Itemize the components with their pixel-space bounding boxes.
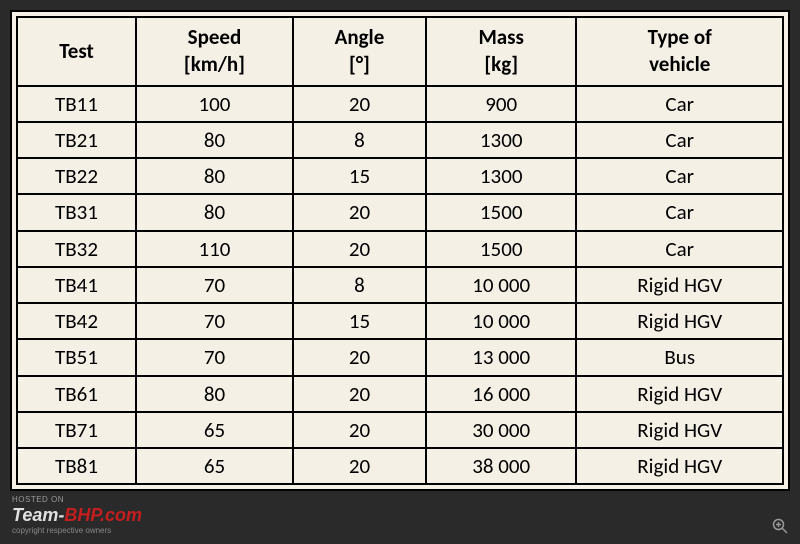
table-cell: 20 xyxy=(293,376,426,412)
brand-com: .com xyxy=(100,505,142,525)
table-cell: 80 xyxy=(136,158,293,194)
table-cell: Car xyxy=(576,158,783,194)
table-row: TB71652030 000Rigid HGV xyxy=(17,412,783,448)
table-cell: Car xyxy=(576,86,783,122)
data-table: TestSpeed[km/h]Angle[°]Mass[kg]Type ofve… xyxy=(16,16,784,485)
table-cell: 20 xyxy=(293,86,426,122)
table-cell: 20 xyxy=(293,448,426,484)
column-header: Mass[kg] xyxy=(426,17,576,86)
table-container: TestSpeed[km/h]Angle[°]Mass[kg]Type ofve… xyxy=(10,10,790,491)
column-header: Type ofvehicle xyxy=(576,17,783,86)
table-cell: 1500 xyxy=(426,231,576,267)
table-cell: 20 xyxy=(293,412,426,448)
table-cell: TB22 xyxy=(17,158,136,194)
table-cell: 65 xyxy=(136,412,293,448)
table-cell: Car xyxy=(576,231,783,267)
table-cell: 20 xyxy=(293,194,426,230)
column-header: Test xyxy=(17,17,136,86)
table-cell: TB31 xyxy=(17,194,136,230)
hosted-label: HOSTED ON xyxy=(12,495,142,505)
table-cell: 8 xyxy=(293,122,426,158)
table-cell: TB21 xyxy=(17,122,136,158)
table-row: TB51702013 000Bus xyxy=(17,339,783,375)
table-cell: Bus xyxy=(576,339,783,375)
column-header: Speed[km/h] xyxy=(136,17,293,86)
table-cell: Rigid HGV xyxy=(576,412,783,448)
table-cell: TB81 xyxy=(17,448,136,484)
table-cell: 13 000 xyxy=(426,339,576,375)
table-cell: 20 xyxy=(293,231,426,267)
table-header: TestSpeed[km/h]Angle[°]Mass[kg]Type ofve… xyxy=(17,17,783,86)
table-cell: 1300 xyxy=(426,158,576,194)
table-row: TB61802016 000Rigid HGV xyxy=(17,376,783,412)
table-row: TB218081300Car xyxy=(17,122,783,158)
table-row: TB42701510 000Rigid HGV xyxy=(17,303,783,339)
table-cell: 900 xyxy=(426,86,576,122)
zoom-icon[interactable] xyxy=(772,518,788,534)
table-cell: TB41 xyxy=(17,267,136,303)
column-header: Angle[°] xyxy=(293,17,426,86)
table-row: TB1110020900Car xyxy=(17,86,783,122)
table-cell: 10 000 xyxy=(426,303,576,339)
table-row: TB2280151300Car xyxy=(17,158,783,194)
table-cell: 110 xyxy=(136,231,293,267)
table-cell: Rigid HGV xyxy=(576,376,783,412)
table-cell: 80 xyxy=(136,376,293,412)
table-body: TB1110020900CarTB218081300CarTB228015130… xyxy=(17,86,783,485)
brand-bhp: BHP xyxy=(64,505,100,525)
table-cell: 15 xyxy=(293,303,426,339)
table-cell: Rigid HGV xyxy=(576,267,783,303)
table-cell: 1500 xyxy=(426,194,576,230)
table-row: TB32110201500Car xyxy=(17,231,783,267)
table-cell: 15 xyxy=(293,158,426,194)
table-cell: TB61 xyxy=(17,376,136,412)
table-cell: TB71 xyxy=(17,412,136,448)
table-cell: 70 xyxy=(136,303,293,339)
table-row: TB3180201500Car xyxy=(17,194,783,230)
table-cell: 70 xyxy=(136,267,293,303)
table-cell: 80 xyxy=(136,122,293,158)
table-cell: Rigid HGV xyxy=(576,303,783,339)
brand-logo: Team-BHP.com xyxy=(12,505,142,527)
table-cell: TB42 xyxy=(17,303,136,339)
table-cell: Rigid HGV xyxy=(576,448,783,484)
table-cell: 38 000 xyxy=(426,448,576,484)
footer-watermark: HOSTED ON Team-BHP.com copyright respect… xyxy=(12,495,142,536)
table-cell: 65 xyxy=(136,448,293,484)
table-cell: 100 xyxy=(136,86,293,122)
table-cell: 1300 xyxy=(426,122,576,158)
table-row: TB81652038 000Rigid HGV xyxy=(17,448,783,484)
table-cell: 70 xyxy=(136,339,293,375)
table-cell: Car xyxy=(576,122,783,158)
table-cell: TB11 xyxy=(17,86,136,122)
table-row: TB4170810 000Rigid HGV xyxy=(17,267,783,303)
table-cell: 20 xyxy=(293,339,426,375)
table-cell: 16 000 xyxy=(426,376,576,412)
table-cell: 8 xyxy=(293,267,426,303)
table-cell: 80 xyxy=(136,194,293,230)
table-cell: TB32 xyxy=(17,231,136,267)
table-cell: 10 000 xyxy=(426,267,576,303)
brand-team: Team- xyxy=(12,505,64,525)
copyright-text: copyright respective owners xyxy=(12,526,142,536)
table-cell: 30 000 xyxy=(426,412,576,448)
table-cell: TB51 xyxy=(17,339,136,375)
table-cell: Car xyxy=(576,194,783,230)
